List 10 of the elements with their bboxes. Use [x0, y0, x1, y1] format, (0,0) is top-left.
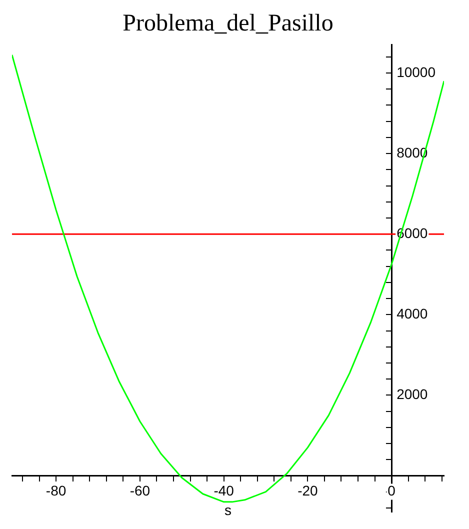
x-tick-label: -80 — [46, 482, 66, 499]
x-tick-label: -20 — [298, 482, 318, 499]
chart-title: Problema_del_Pasillo — [122, 10, 334, 37]
x-tick-label: -40 — [214, 482, 234, 499]
y-tick-label: 2000 — [396, 386, 428, 402]
x-tick-label: 0 — [388, 482, 396, 499]
x-axis-title: s — [224, 502, 232, 518]
x-tick-label: -60 — [130, 482, 150, 499]
y-tick-label: 10000 — [396, 64, 436, 80]
y-tick-label: 4000 — [396, 306, 428, 322]
